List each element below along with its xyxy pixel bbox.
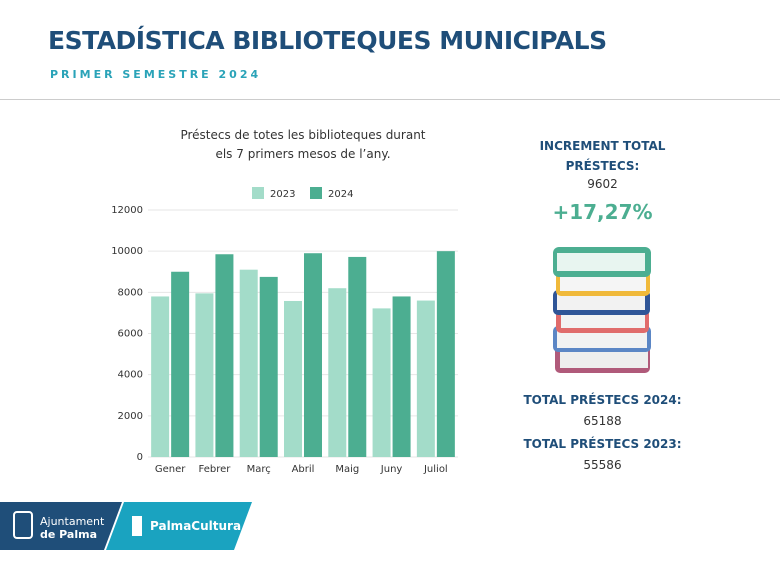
x-tick-label: Juny [380,464,403,475]
y-tick-label: 4000 [118,370,143,381]
y-tick-label: 8000 [118,287,143,298]
bar [416,300,435,457]
bar [328,288,347,457]
increment-value: 9602 [587,177,618,191]
x-tick-label: Abril [292,464,315,475]
page-title: ESTADÍSTICA BIBLIOTEQUES MUNICIPALS [48,26,607,55]
y-tick-label: 10000 [111,246,143,257]
x-tick-label: Maig [335,464,359,475]
y-tick-label: 2000 [118,411,143,422]
bar [151,296,170,457]
total-2024-label: TOTAL PRÉSTECS 2024: [523,393,682,407]
bar [304,253,322,457]
legend-label: 2023 [270,189,295,200]
increment-label: INCREMENT TOTAL PRÉSTECS: [539,139,666,173]
bar [436,251,455,457]
x-tick-label: Març [247,464,271,475]
total-2023-value: 55586 [583,458,622,472]
x-tick-label: Juliol [423,464,448,475]
x-tick-label: Febrer [198,464,231,475]
y-tick-label: 0 [137,452,143,463]
logo-line: de Palma [40,528,98,541]
bar [171,271,190,457]
bar [372,308,391,457]
y-tick-label: 6000 [118,329,143,340]
bar [239,269,258,457]
bar [215,254,234,457]
x-tick-label: Gener [155,464,186,475]
legend-swatch [252,187,264,199]
total-2023-label: TOTAL PRÉSTECS 2023: [523,437,682,451]
legend-swatch [310,187,322,199]
page-subtitle: PRIMER SEMESTRE 2024 [50,68,262,81]
legend-label: 2024 [328,189,353,200]
bar [284,300,302,457]
divider [0,99,780,100]
y-tick-label: 12000 [111,205,143,216]
total-2024-value: 65188 [583,414,622,428]
books-illustration [553,247,651,373]
bar [392,296,411,457]
footer-logos [0,502,252,550]
logo-palmacultura: PalmaCultura [150,519,242,533]
bar [259,276,278,457]
bar [348,256,367,457]
chart-title: Préstecs de totes les biblioteques duran… [180,128,426,161]
increment-percent: +17,27% [552,200,653,224]
logo-ajuntament: Ajuntament de Palma [40,515,104,541]
bar [195,293,214,457]
logo-line: Ajuntament [40,515,105,528]
